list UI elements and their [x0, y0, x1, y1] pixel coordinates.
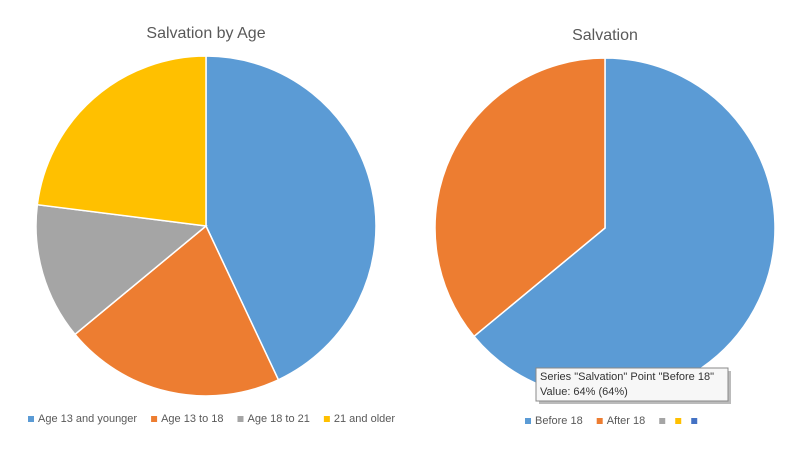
legend-label: Before 18 — [535, 415, 583, 427]
pie-slice — [73, 224, 280, 397]
chart-title: Salvation — [572, 27, 638, 44]
legend-swatch — [323, 416, 330, 422]
legend-swatch — [596, 418, 603, 424]
legend-swatch — [237, 416, 244, 422]
chart-title: Salvation by Age — [146, 25, 265, 42]
tooltip-line: Value: 64% (64%) — [540, 386, 628, 398]
tooltip — [535, 367, 729, 402]
legend-swatch — [151, 416, 158, 422]
legend-label: Age 18 to 21 — [247, 413, 309, 425]
pie-slice — [36, 55, 207, 227]
legend-label: Age 13 and younger — [38, 413, 137, 425]
legend-label: After 18 — [607, 415, 646, 427]
legend-label: 21 and older — [334, 413, 395, 425]
pie-slice — [434, 57, 606, 338]
legend-swatch — [691, 418, 698, 424]
pie-slice — [35, 203, 208, 336]
pie-slice — [205, 55, 377, 381]
legend-swatch — [28, 416, 34, 422]
legend-swatch — [659, 418, 666, 424]
legend-swatch — [525, 418, 531, 424]
legend-swatch — [675, 418, 682, 424]
tooltip-line: Series "Salvation" Point "Before 18" — [540, 371, 714, 383]
legend-label: Age 13 to 18 — [161, 413, 223, 425]
